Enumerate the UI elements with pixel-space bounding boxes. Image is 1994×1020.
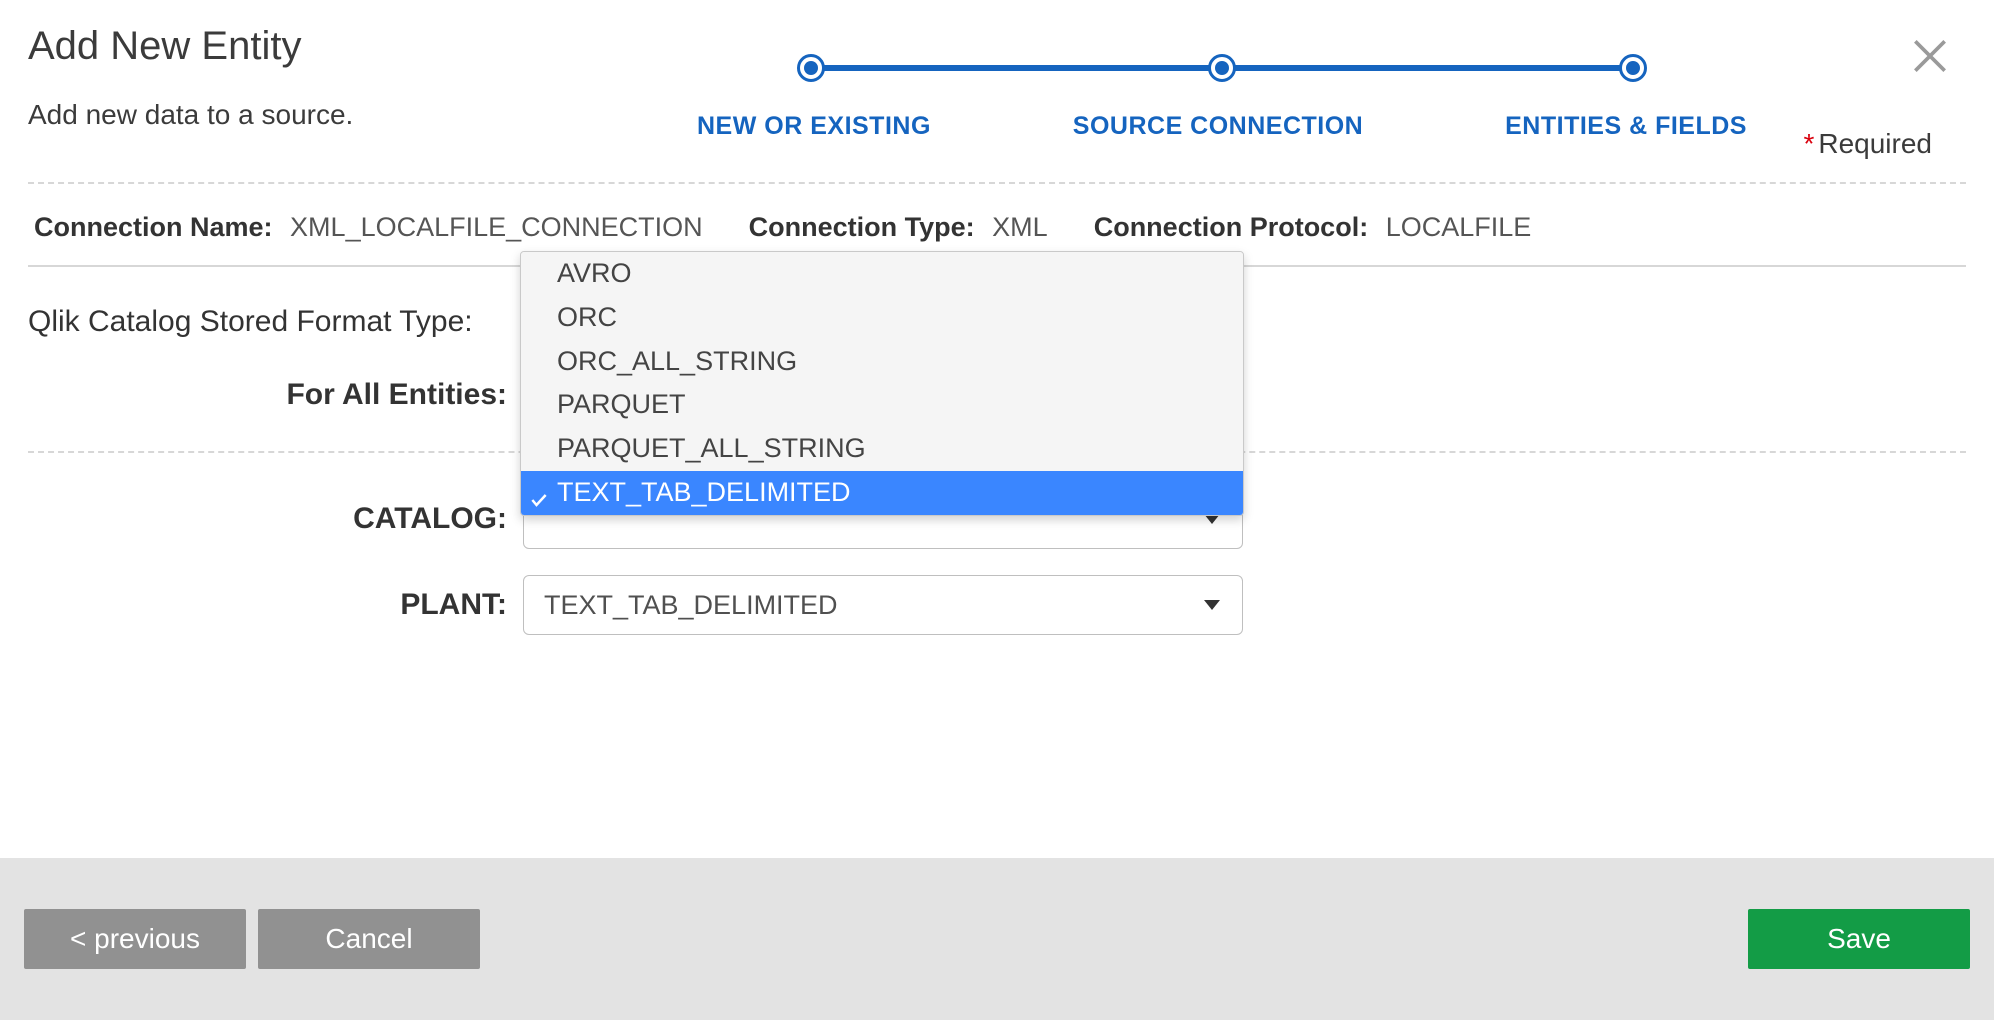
chevron-down-icon	[1204, 600, 1220, 610]
check-icon	[529, 483, 549, 503]
dropdown-option[interactable]: TEXT_TAB_DELIMITED	[521, 471, 1243, 515]
dropdown-option[interactable]: AVRO	[521, 252, 1243, 296]
dropdown-option[interactable]: PARQUET_ALL_STRING	[521, 427, 1243, 471]
connection-name-label: Connection Name:	[34, 212, 273, 242]
page-title: Add New Entity	[28, 24, 478, 69]
connection-protocol-label: Connection Protocol:	[1094, 212, 1368, 242]
wizard-step-label[interactable]: SOURCE CONNECTION	[1073, 112, 1363, 141]
connection-name-value: XML_LOCALFILE_CONNECTION	[290, 212, 703, 242]
cancel-button[interactable]: Cancel	[258, 909, 480, 969]
connection-type-value: XML	[992, 212, 1048, 242]
close-icon[interactable]	[1908, 34, 1952, 78]
plant-label: PLANT:	[28, 588, 523, 622]
footer: < previous Cancel Save	[0, 858, 1994, 1020]
wizard-stepper: NEW OR EXISTING SOURCE CONNECTION ENTITI…	[478, 24, 1966, 141]
for-all-entities-label: For All Entities:	[28, 378, 523, 412]
dropdown-option[interactable]: ORC_ALL_STRING	[521, 340, 1243, 384]
previous-button[interactable]: < previous	[24, 909, 246, 969]
format-type-dropdown[interactable]: AVROORCORC_ALL_STRINGPARQUETPARQUET_ALL_…	[520, 251, 1244, 516]
wizard-step-label[interactable]: NEW OR EXISTING	[697, 112, 931, 141]
plant-select[interactable]: TEXT_TAB_DELIMITED	[523, 575, 1243, 635]
format-type-label: Qlik Catalog Stored Format Type:	[28, 305, 473, 339]
dropdown-option[interactable]: ORC	[521, 296, 1243, 340]
connection-protocol-value: LOCALFILE	[1386, 212, 1532, 242]
page-subtitle: Add new data to a source.	[28, 99, 478, 131]
wizard-step-label[interactable]: ENTITIES & FIELDS	[1505, 112, 1747, 141]
required-note: *Required	[1803, 128, 1932, 160]
divider	[28, 182, 1966, 184]
connection-type-label: Connection Type:	[749, 212, 975, 242]
wizard-step-dot	[1619, 54, 1647, 82]
catalog-label: CATALOG:	[28, 502, 523, 536]
dropdown-option[interactable]: PARQUET	[521, 383, 1243, 427]
wizard-step-dot	[1208, 54, 1236, 82]
save-button[interactable]: Save	[1748, 909, 1970, 969]
wizard-step-dot	[797, 54, 825, 82]
header: Add New Entity Add new data to a source.…	[28, 24, 1966, 154]
plant-select-value: TEXT_TAB_DELIMITED	[544, 590, 838, 621]
